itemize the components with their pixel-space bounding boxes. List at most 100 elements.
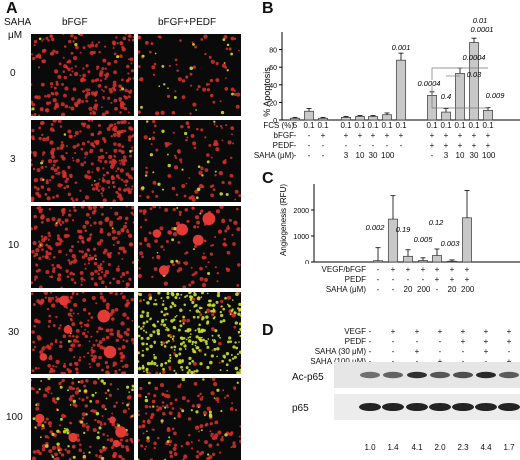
angiogenesis-cell: + [434, 265, 440, 274]
panel-b-label: B [262, 0, 274, 17]
band-p65 [382, 403, 404, 411]
angiogenesis-cell: 20 [403, 285, 413, 294]
p-value-label: 0.19 [396, 225, 411, 234]
western-row-label: PEDF [344, 337, 366, 346]
apoptosis-cell: - [293, 131, 297, 140]
panel-c-label: C [262, 170, 274, 187]
densitometry-value: 1.0 [364, 443, 376, 452]
western-cell: + [414, 347, 420, 356]
angiogenesis-cell: - [376, 285, 380, 294]
western-row-label: SAHA (100 μM) [310, 357, 366, 366]
saha-unit: μM [8, 30, 23, 41]
apoptosis-cell: - [371, 141, 375, 150]
angiogenesis-cell: + [449, 265, 455, 274]
apoptosis-cell: + [443, 141, 449, 150]
ytick-label: 0 [305, 260, 309, 264]
western-cell: + [437, 357, 443, 366]
micrograph-saha-3-bfgf [31, 120, 134, 202]
western-cell: - [461, 347, 465, 356]
angiogenesis-cell: + [464, 275, 470, 284]
apoptosis-cell: 0.1 [468, 121, 480, 130]
p-value-label: 0.03 [467, 70, 482, 79]
angiogenesis-cell: 200 [417, 285, 431, 294]
western-cell: + [506, 327, 512, 336]
band-p65 [406, 403, 428, 411]
apoptosis-cell: 0.1 [482, 121, 494, 130]
band-ac-p65 [360, 371, 380, 379]
apoptosis-cell: + [485, 131, 491, 140]
apoptosis-cell: - [307, 141, 311, 150]
col-bfgf-header: bFGF [62, 17, 88, 28]
ytick-label: 60 [269, 65, 277, 72]
western-cell: - [507, 347, 511, 356]
bar [368, 116, 378, 121]
panel-d-label: D [262, 322, 274, 339]
blot-label-ac-p65: Ac-p65 [292, 372, 324, 383]
bar [382, 114, 392, 121]
p-value-label: 0.003 [441, 239, 461, 248]
row-label-0: 0 [10, 68, 16, 79]
western-cell: - [391, 337, 395, 346]
angiogenesis-cell: + [405, 265, 411, 274]
western-cell: + [506, 337, 512, 346]
saha-header: SAHA [4, 17, 32, 28]
bar [418, 260, 428, 263]
micrograph-saha-10-bfgf-pedf [138, 206, 241, 288]
apoptosis-row-label: SAHA (μM) [253, 151, 294, 160]
p-value-label: 0.01 [473, 16, 488, 25]
micrograph-saha-100-bfgf [31, 378, 134, 460]
apoptosis-cell: + [457, 141, 463, 150]
apoptosis-cell: - [307, 131, 311, 140]
p-value-label: 0.002 [366, 223, 386, 232]
angiogenesis-row-label: PEDF [344, 275, 366, 284]
apoptosis-row-label: PEDF [272, 141, 294, 150]
micrograph-saha-0-bfgf-pedf [138, 34, 241, 116]
angiogenesis-ylabel: Angiogenesis (RFU) [279, 184, 288, 256]
apoptosis-cell: - [293, 151, 297, 160]
apoptosis-cell: + [343, 131, 349, 140]
apoptosis-cell: 0.1 [367, 121, 379, 130]
apoptosis-cell: - [293, 141, 297, 150]
densitometry-value: 2.0 [434, 443, 446, 452]
band-p65 [359, 403, 381, 411]
angiogenesis-cell: + [449, 275, 455, 284]
apoptosis-cell: 0.1 [426, 121, 438, 130]
apoptosis-cell: 100 [482, 151, 496, 160]
western-cell: - [438, 337, 442, 346]
bar [290, 117, 300, 121]
angiogenesis-cell: - [406, 275, 410, 284]
apoptosis-cell: 0.1 [440, 121, 452, 130]
ytick-label: 20 [269, 100, 277, 107]
ytick-label: 40 [269, 83, 277, 90]
western-cell: - [415, 337, 419, 346]
apoptosis-row-label: FCS (%) [263, 121, 294, 130]
band-p65 [429, 403, 451, 411]
western-cell: - [484, 357, 488, 366]
apoptosis-cell: + [357, 131, 363, 140]
p-value-label: 0.005 [414, 235, 434, 244]
apoptosis-cell: 10 [455, 151, 465, 160]
bar [483, 109, 493, 121]
apoptosis-cell: + [429, 131, 435, 140]
apoptosis-cell: 10 [355, 151, 365, 160]
apoptosis-cell: + [320, 131, 326, 140]
apoptosis-cell: - [385, 141, 389, 150]
col-bfgf-pedf-header: bFGF+PEDF [158, 17, 217, 28]
densitometry-value: 4.4 [480, 443, 492, 452]
angiogenesis-cell: + [420, 265, 426, 274]
apoptosis-cell: 0.1 [303, 121, 315, 130]
western-cell: + [414, 327, 420, 336]
bar [396, 59, 406, 121]
densitometry-value: 1.4 [387, 443, 399, 452]
micrograph-saha-3-bfgf-pedf [138, 120, 241, 202]
bar [341, 117, 351, 121]
angiogenesis-cell: - [376, 275, 380, 284]
band-ac-p65 [383, 371, 403, 379]
apoptosis-cell: + [471, 131, 477, 140]
p-value-label: 0.0004 [463, 53, 486, 62]
western-cell: - [391, 347, 395, 356]
western-cell: + [483, 327, 489, 336]
angiogenesis-cell: + [390, 265, 396, 274]
bar [455, 73, 465, 121]
apoptosis-cell: + [471, 141, 477, 150]
